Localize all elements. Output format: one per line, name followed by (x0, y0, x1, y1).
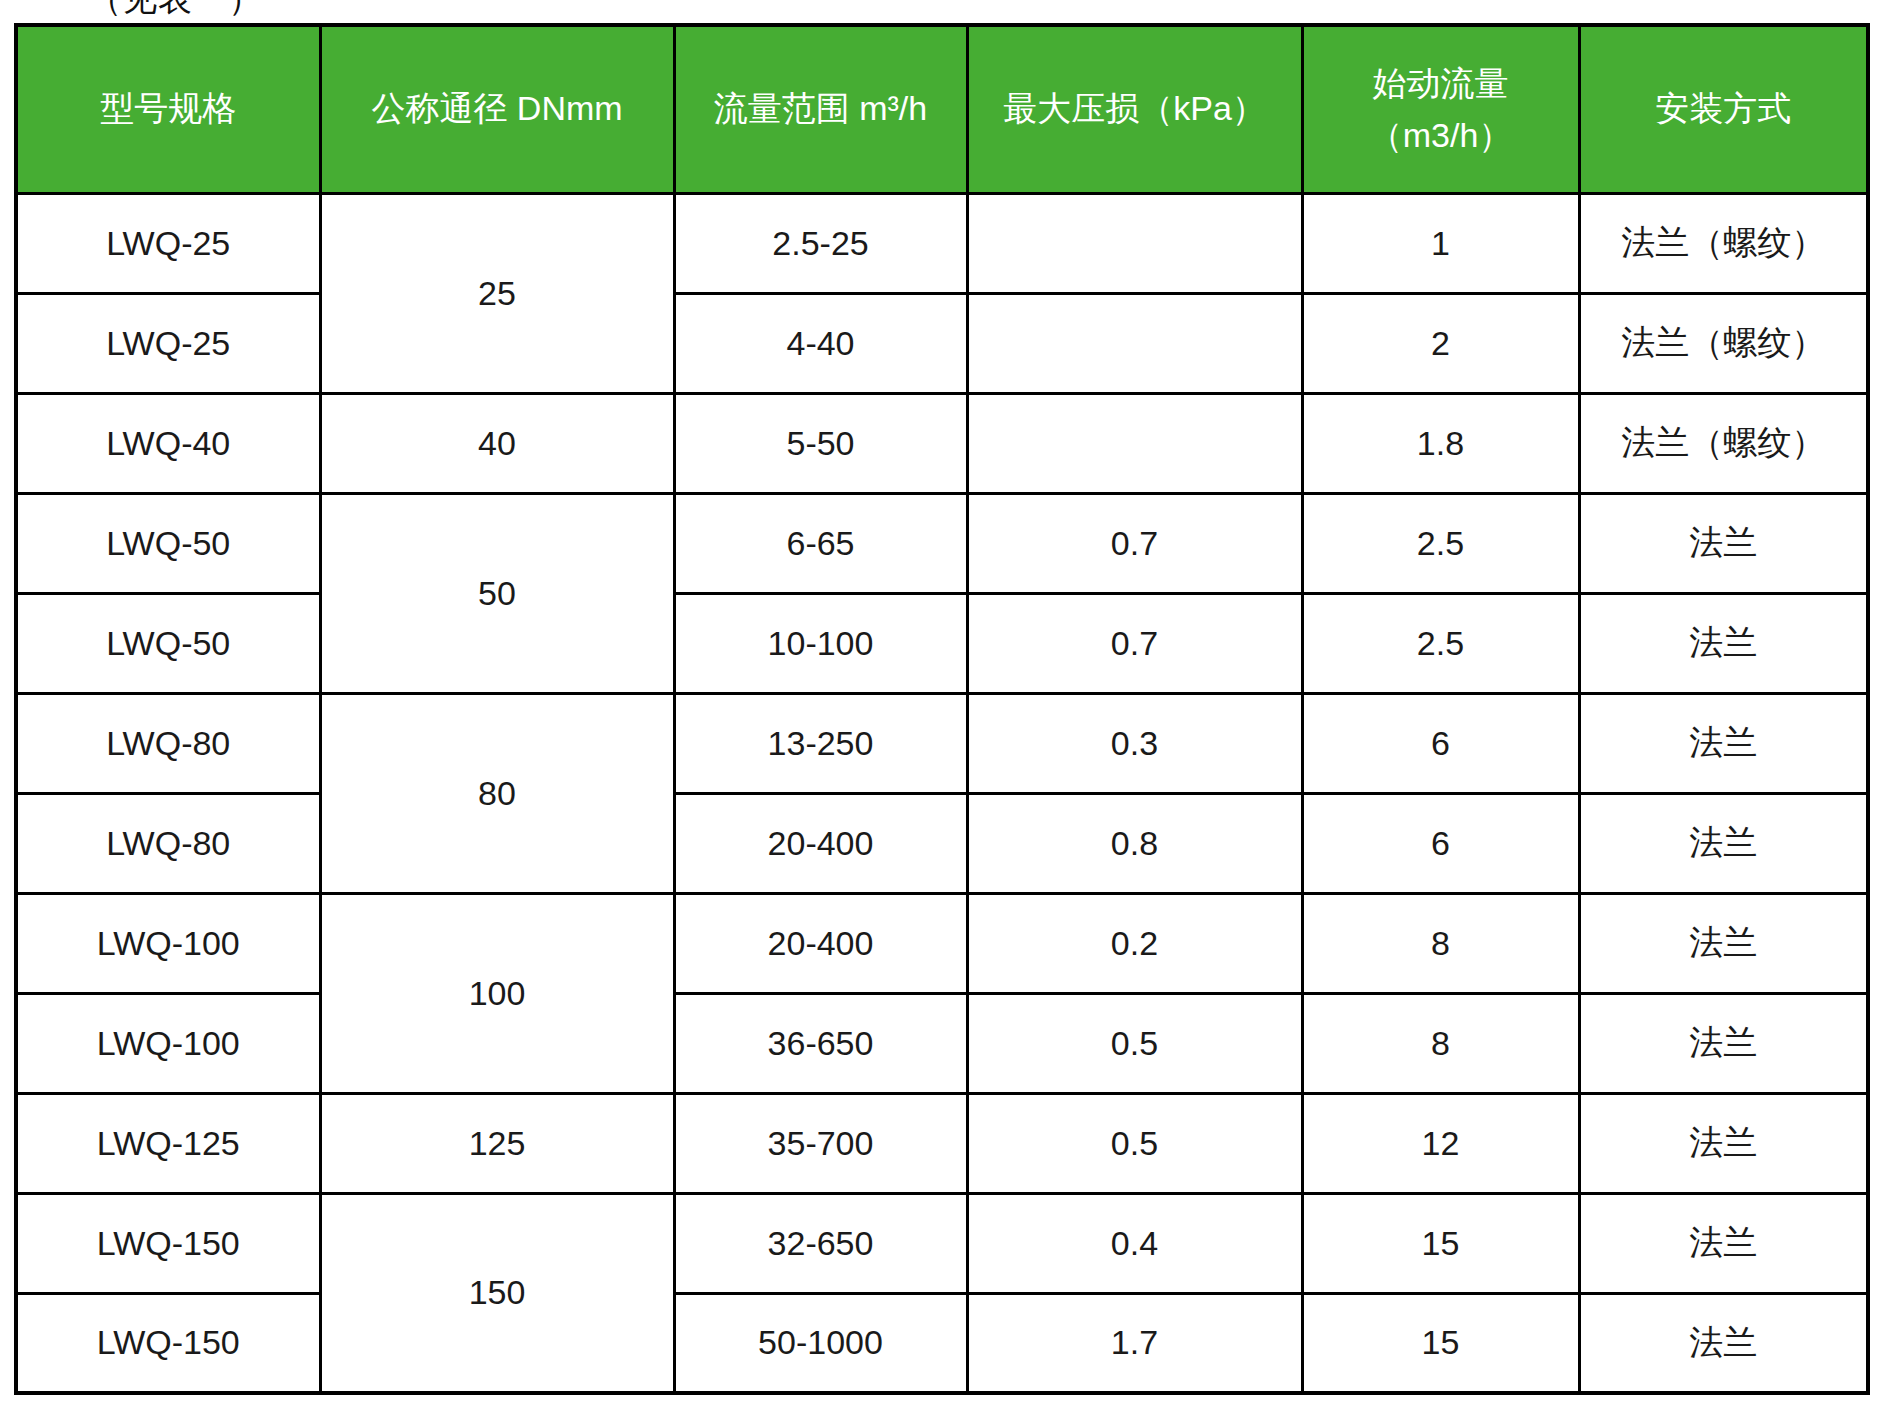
header-flow-range: 流量范围 m³/h (674, 25, 967, 193)
cell-model: LWQ-50 (16, 493, 320, 593)
cell-flow: 4-40 (674, 293, 967, 393)
cell-start: 1 (1302, 193, 1579, 293)
cell-loss (967, 293, 1302, 393)
table-row: LWQ-80 80 13-250 0.3 6 法兰 (16, 693, 1868, 793)
cell-install: 法兰 (1579, 493, 1868, 593)
cell-flow: 20-400 (674, 893, 967, 993)
table-row: LWQ-50 50 6-65 0.7 2.5 法兰 (16, 493, 1868, 593)
cell-install: 法兰（螺纹） (1579, 293, 1868, 393)
cell-loss: 0.5 (967, 993, 1302, 1093)
cell-start: 15 (1302, 1293, 1579, 1393)
cell-loss: 0.7 (967, 493, 1302, 593)
cell-model: LWQ-25 (16, 293, 320, 393)
cell-start: 2.5 (1302, 493, 1579, 593)
cell-install: 法兰 (1579, 993, 1868, 1093)
table-row: LWQ-80 20-400 0.8 6 法兰 (16, 793, 1868, 893)
cell-start: 2 (1302, 293, 1579, 393)
cell-flow: 2.5-25 (674, 193, 967, 293)
cell-model: LWQ-100 (16, 993, 320, 1093)
table-row: LWQ-40 40 5-50 1.8 法兰（螺纹） (16, 393, 1868, 493)
table-row: LWQ-100 36-650 0.5 8 法兰 (16, 993, 1868, 1093)
table-row: LWQ-25 4-40 2 法兰（螺纹） (16, 293, 1868, 393)
header-install: 安装方式 (1579, 25, 1868, 193)
cell-dn: 125 (320, 1093, 674, 1193)
cell-loss: 0.8 (967, 793, 1302, 893)
cell-flow: 6-65 (674, 493, 967, 593)
cell-start: 1.8 (1302, 393, 1579, 493)
cell-install: 法兰 (1579, 1093, 1868, 1193)
cell-start: 8 (1302, 993, 1579, 1093)
cell-start: 6 (1302, 793, 1579, 893)
cell-loss (967, 193, 1302, 293)
cell-dn-merged: 150 (320, 1193, 674, 1393)
cell-start: 12 (1302, 1093, 1579, 1193)
cell-model: LWQ-50 (16, 593, 320, 693)
header-start-flow-line1: 始动流量 (1304, 57, 1578, 110)
table-row: LWQ-100 100 20-400 0.2 8 法兰 (16, 893, 1868, 993)
cell-flow: 20-400 (674, 793, 967, 893)
cell-loss: 0.3 (967, 693, 1302, 793)
cell-model: LWQ-125 (16, 1093, 320, 1193)
header-dn: 公称通径 DNmm (320, 25, 674, 193)
cell-install: 法兰 (1579, 793, 1868, 893)
cell-flow: 36-650 (674, 993, 967, 1093)
cell-install: 法兰 (1579, 1293, 1868, 1393)
cell-flow: 35-700 (674, 1093, 967, 1193)
cell-start: 6 (1302, 693, 1579, 793)
table-row: LWQ-150 50-1000 1.7 15 法兰 (16, 1293, 1868, 1393)
cell-install: 法兰（螺纹） (1579, 193, 1868, 293)
cell-flow: 10-100 (674, 593, 967, 693)
cell-loss: 0.2 (967, 893, 1302, 993)
cell-loss: 0.4 (967, 1193, 1302, 1293)
cell-start: 15 (1302, 1193, 1579, 1293)
cell-model: LWQ-150 (16, 1293, 320, 1393)
cell-model: LWQ-80 (16, 793, 320, 893)
cell-dn-merged: 25 (320, 193, 674, 393)
cell-install: 法兰 (1579, 593, 1868, 693)
cell-model: LWQ-25 (16, 193, 320, 293)
cell-flow: 5-50 (674, 393, 967, 493)
cell-start: 8 (1302, 893, 1579, 993)
cell-loss: 0.5 (967, 1093, 1302, 1193)
cell-loss: 1.7 (967, 1293, 1302, 1393)
cell-dn: 40 (320, 393, 674, 493)
cell-flow: 32-650 (674, 1193, 967, 1293)
cell-loss (967, 393, 1302, 493)
cell-install: 法兰 (1579, 693, 1868, 793)
cell-model: LWQ-40 (16, 393, 320, 493)
cell-dn-merged: 80 (320, 693, 674, 893)
table-row: LWQ-50 10-100 0.7 2.5 法兰 (16, 593, 1868, 693)
header-start-flow-line2: （m3/h） (1304, 109, 1578, 162)
table-row: LWQ-25 25 2.5-25 1 法兰（螺纹） (16, 193, 1868, 293)
table-header-row: 型号规格 公称通径 DNmm 流量范围 m³/h 最大压损（kPa） 始动流量 … (16, 25, 1868, 193)
cell-flow: 50-1000 (674, 1293, 967, 1393)
cell-install: 法兰 (1579, 893, 1868, 993)
cell-dn-merged: 100 (320, 893, 674, 1093)
spec-table: 型号规格 公称通径 DNmm 流量范围 m³/h 最大压损（kPa） 始动流量 … (14, 23, 1870, 1395)
cell-flow: 13-250 (674, 693, 967, 793)
table-row: LWQ-125 125 35-700 0.5 12 法兰 (16, 1093, 1868, 1193)
cell-install: 法兰（螺纹） (1579, 393, 1868, 493)
cell-model: LWQ-150 (16, 1193, 320, 1293)
cell-start: 2.5 (1302, 593, 1579, 693)
header-model: 型号规格 (16, 25, 320, 193)
cell-install: 法兰 (1579, 1193, 1868, 1293)
table-caption-clipped: （见表一） (88, 0, 263, 22)
header-max-loss: 最大压损（kPa） (967, 25, 1302, 193)
header-start-flow: 始动流量 （m3/h） (1302, 25, 1579, 193)
cell-model: LWQ-80 (16, 693, 320, 793)
cell-loss: 0.7 (967, 593, 1302, 693)
cell-model: LWQ-100 (16, 893, 320, 993)
cell-dn-merged: 50 (320, 493, 674, 693)
table-row: LWQ-150 150 32-650 0.4 15 法兰 (16, 1193, 1868, 1293)
